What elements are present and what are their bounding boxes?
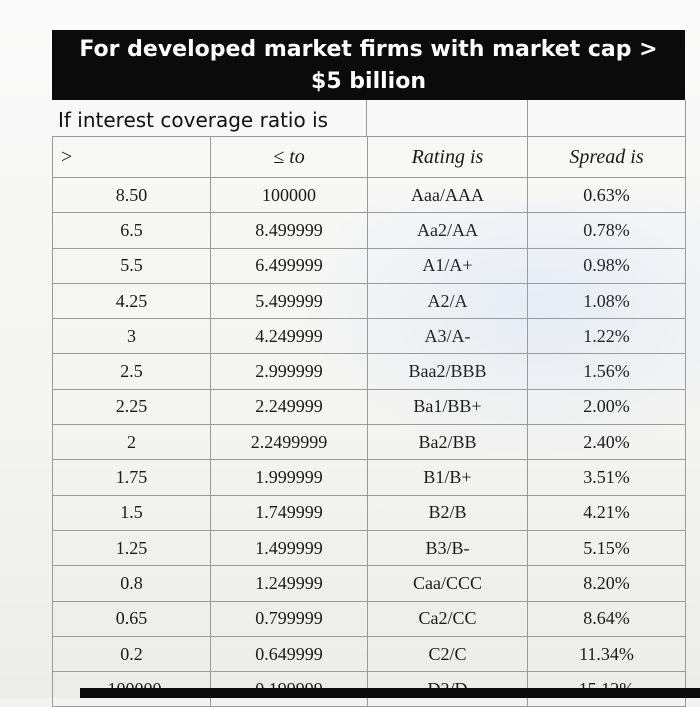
rating-cell: B2/B <box>367 494 528 531</box>
table-row: 8.50 100000 Aaa/AAA 0.63% <box>52 176 686 214</box>
rating-cell: Baa2/BBB <box>367 353 528 390</box>
spread-cell: 1.56% <box>527 353 686 390</box>
spread-cell: 1.22% <box>527 318 686 355</box>
table-title: For developed market firms with market c… <box>52 30 685 100</box>
table-body: 8.50 100000 Aaa/AAA 0.63% 6.5 8.499999 Aa2/AA 0… <box>52 176 686 707</box>
spread-cell: 8.20% <box>527 565 686 602</box>
lower-bound-cell: 5.5 <box>52 247 211 284</box>
lower-bound-cell: 2.5 <box>52 353 211 390</box>
rating-cell: Ca2/CC <box>367 600 528 637</box>
subheader-label: If interest coverage ratio is <box>52 100 367 136</box>
table-row: 0.2 0.649999 C2/C 11.34% <box>52 635 686 673</box>
lower-bound-cell: 4.25 <box>52 282 211 320</box>
rating-table: > ≤ to Rating is Spread is 8.50 100000 Aaa… <box>52 136 686 707</box>
lower-bound-cell: 6.5 <box>52 212 211 249</box>
table-row: 3 4.249999 A3/A- 1.22% <box>52 318 686 355</box>
spread-cell: 3.51% <box>527 459 686 496</box>
subheader-empty-cell <box>367 100 528 136</box>
upper-bound-cell: 100000 <box>210 176 368 214</box>
column-header-greater: > <box>52 136 211 178</box>
rating-cell: A1/A+ <box>367 247 528 284</box>
spread-cell: 11.34% <box>527 635 686 673</box>
lower-bound-cell: 0.2 <box>52 635 211 673</box>
lower-bound-cell: 1.75 <box>52 459 211 496</box>
lower-bound-cell: 1.5 <box>52 494 211 531</box>
upper-bound-cell: 6.499999 <box>210 247 368 284</box>
rating-cell: C2/C <box>367 635 528 673</box>
upper-bound-cell: 2.249999 <box>210 388 368 426</box>
table-row: 1.75 1.999999 B1/B+ 3.51% <box>52 459 686 496</box>
column-header-rating: Rating is <box>367 136 528 178</box>
upper-bound-cell: 2.999999 <box>210 353 368 390</box>
upper-bound-cell: 4.249999 <box>210 318 368 355</box>
spread-cell: 2.00% <box>527 388 686 426</box>
lower-bound-cell: 2 <box>52 424 211 461</box>
bottom-edge-bar <box>80 688 700 698</box>
spread-cell: 0.98% <box>527 247 686 284</box>
spread-cell: 8.64% <box>527 600 686 637</box>
rating-cell: Ba2/BB <box>367 424 528 461</box>
lower-bound-cell: 2.25 <box>52 388 211 426</box>
upper-bound-cell: 2.2499999 <box>210 424 368 461</box>
rating-cell: A3/A- <box>367 318 528 355</box>
table-row: 2.5 2.999999 Baa2/BBB 1.56% <box>52 353 686 390</box>
upper-bound-cell: 1.749999 <box>210 494 368 531</box>
table-row: 2 2.2499999 Ba2/BB 2.40% <box>52 424 686 461</box>
upper-bound-cell: 5.499999 <box>210 282 368 320</box>
table-row: 0.8 1.249999 Caa/CCC 8.20% <box>52 565 686 602</box>
table-row: 0.65 0.799999 Ca2/CC 8.64% <box>52 600 686 637</box>
rating-cell: Ba1/BB+ <box>367 388 528 426</box>
upper-bound-cell: 0.649999 <box>210 635 368 673</box>
table-row: 1.25 1.499999 B3/B- 5.15% <box>52 529 686 567</box>
upper-bound-cell: 0.799999 <box>210 600 368 637</box>
table-row: 1.5 1.749999 B2/B 4.21% <box>52 494 686 531</box>
lower-bound-cell: 0.65 <box>52 600 211 637</box>
upper-bound-cell: 1.249999 <box>210 565 368 602</box>
table-row: 6.5 8.499999 Aa2/AA 0.78% <box>52 212 686 249</box>
rating-cell: B1/B+ <box>367 459 528 496</box>
subheader-empty-cell <box>527 100 686 136</box>
upper-bound-cell: 8.499999 <box>210 212 368 249</box>
table-row: 5.5 6.499999 A1/A+ 0.98% <box>52 247 686 284</box>
title-line-1: For developed market firms with market c… <box>79 37 658 62</box>
subheader-row: If interest coverage ratio is <box>52 100 686 137</box>
lower-bound-cell: 8.50 <box>52 176 211 214</box>
spread-cell: 1.08% <box>527 282 686 320</box>
lower-bound-cell: 1.25 <box>52 529 211 567</box>
column-header-upto: ≤ to <box>210 136 368 178</box>
upper-bound-cell: 1.499999 <box>210 529 368 567</box>
spread-cell: 2.40% <box>527 424 686 461</box>
upper-bound-cell: 1.999999 <box>210 459 368 496</box>
spread-cell: 4.21% <box>527 494 686 531</box>
spread-cell: 0.63% <box>527 176 686 214</box>
rating-cell: A2/A <box>367 282 528 320</box>
rating-cell: Aaa/AAA <box>367 176 528 214</box>
rating-cell: B3/B- <box>367 529 528 567</box>
lower-bound-cell: 3 <box>52 318 211 355</box>
column-header-spread: Spread is <box>527 136 686 178</box>
spread-cell: 5.15% <box>527 529 686 567</box>
table-row: 4.25 5.499999 A2/A 1.08% <box>52 282 686 320</box>
table-row: 2.25 2.249999 Ba1/BB+ 2.00% <box>52 388 686 426</box>
rating-cell: Aa2/AA <box>367 212 528 249</box>
rating-cell: Caa/CCC <box>367 565 528 602</box>
spread-cell: 0.78% <box>527 212 686 249</box>
title-line-2: $5 billion <box>311 69 426 94</box>
lower-bound-cell: 0.8 <box>52 565 211 602</box>
table-header-row: > ≤ to Rating is Spread is <box>52 136 686 178</box>
